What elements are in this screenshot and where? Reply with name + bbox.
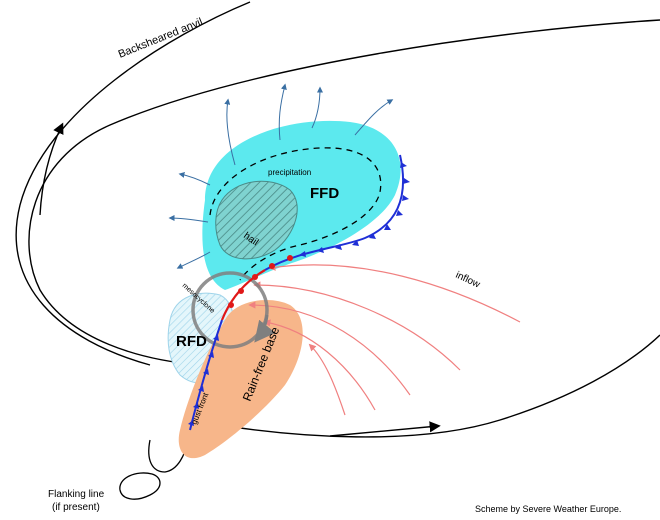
- credit-text: Scheme by Severe Weather Europe.: [475, 504, 621, 514]
- label-backsheared-anvil: Backsheared anvil: [117, 16, 205, 61]
- cold-front-ffd-barbs: [299, 162, 410, 257]
- gust-front-barbs: [188, 335, 219, 426]
- anvil-flow-arrow-left: [39, 122, 64, 216]
- label-rfd: RFD: [176, 333, 207, 350]
- cold-front-ffd: [264, 154, 405, 271]
- label-inflow: inflow: [454, 270, 483, 291]
- anvil-lower-outline: [189, 334, 660, 438]
- flanking-line-cloud: [119, 472, 161, 500]
- inflow-arrows: [248, 263, 521, 416]
- anvil-inner-outline: [28, 19, 660, 366]
- hail-region: [215, 180, 298, 260]
- anvil-flow-arrow-bottom: [329, 421, 441, 437]
- label-flanking-line: Flanking line: [48, 489, 105, 500]
- mesocyclone: [191, 271, 276, 349]
- label-precipitation: precipitation: [268, 168, 311, 177]
- anvil-outline: [15, 1, 251, 366]
- outflow-arrows: [168, 83, 394, 269]
- label-flanking-line-note: (if present): [52, 502, 100, 513]
- label-ffd: FFD: [310, 185, 339, 202]
- warm-front-bulbs: [228, 255, 293, 308]
